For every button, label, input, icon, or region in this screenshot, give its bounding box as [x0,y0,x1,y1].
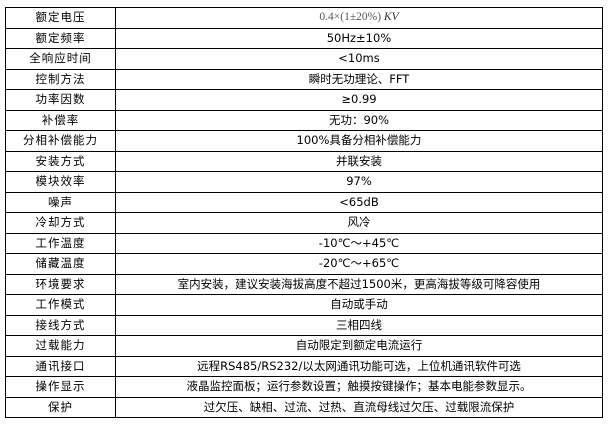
spec-value: 风冷 [115,212,603,234]
spec-label: 环境要求 [5,273,116,295]
spec-value: 97% [115,171,603,193]
spec-label: 噪声 [5,191,116,213]
spec-value: 自动或手动 [115,294,603,316]
table-row: 额定电压 0.4×(1±20%) KV [5,7,603,29]
spec-value: 并联安装 [115,150,603,172]
spec-label: 补偿率 [5,109,116,131]
spec-value: 瞬时无功理论、FFT [115,68,603,90]
spec-label: 过载能力 [5,335,116,357]
table-row: 安装方式 并联安装 [5,150,603,172]
spec-label: 操作显示 [5,376,116,398]
spec-value: 远程RS485/RS232/以太网通讯功能可选，上位机通讯软件可选 [115,355,603,377]
spec-value: 三相四线 [115,314,603,336]
table-row: 储藏温度 -20℃～+65℃ [5,253,603,275]
spec-label: 工作温度 [5,232,116,254]
spec-value: ≥0.99 [115,89,603,111]
table-row: 控制方法 瞬时无功理论、FFT [5,68,603,90]
table-row: 工作温度 -10℃～+45℃ [5,232,603,254]
spec-label: 工作模式 [5,294,116,316]
table-row: 分相补偿能力 100%具备分相补偿能力 [5,130,603,152]
table-row: 工作模式 自动或手动 [5,294,603,316]
spec-label: 保护 [5,396,116,418]
spec-unit: KV [383,11,399,24]
spec-value: -10℃～+45℃ [115,232,603,254]
spec-value: 100%具备分相补偿能力 [115,130,603,152]
table-row: 额定频率 50Hz±10% [5,27,603,49]
table-row: 补偿率 无功：90% [5,109,603,131]
spec-value: 过欠压、缺相、过流、过热、直流母线过欠压、过载限流保护 [115,396,603,418]
spec-label: 控制方法 [5,68,116,90]
spec-value-text: 0.4×(1±20%) [319,11,382,24]
spec-label: 通讯接口 [5,355,116,377]
spec-label: 储藏温度 [5,253,116,275]
spec-value: 自动限定到额定电流运行 [115,335,603,357]
spec-value: <10ms [115,48,603,70]
spec-label: 安装方式 [5,150,116,172]
spec-value: <65dB [115,191,603,213]
spec-value: 50Hz±10% [115,27,603,49]
table-row: 保护 过欠压、缺相、过流、过热、直流母线过欠压、过载限流保护 [5,396,603,418]
table-row: 通讯接口 远程RS485/RS232/以太网通讯功能可选，上位机通讯软件可选 [5,355,603,377]
spec-label: 全响应时间 [5,48,116,70]
spec-label: 模块效率 [5,171,116,193]
table-row: 接线方式 三相四线 [5,314,603,336]
spec-value: -20℃～+65℃ [115,253,603,275]
table-row: 环境要求 室内安装，建议安装海拔高度不超过1500米，更高海拔等级可降容使用 [5,273,603,295]
spec-value: 液晶监控面板；运行参数设置；触摸按键操作；基本电能参数显示。 [115,376,603,398]
spec-value: 室内安装，建议安装海拔高度不超过1500米，更高海拔等级可降容使用 [115,273,603,295]
table-row: 全响应时间 <10ms [5,48,603,70]
spec-label: 接线方式 [5,314,116,336]
spec-label: 功率因数 [5,89,116,111]
table-row: 操作显示 液晶监控面板；运行参数设置；触摸按键操作；基本电能参数显示。 [5,376,603,398]
spec-label: 额定电压 [5,7,116,29]
table-row: 功率因数 ≥0.99 [5,89,603,111]
spec-label: 额定频率 [5,27,116,49]
spec-label: 冷却方式 [5,212,116,234]
table-row: 过载能力 自动限定到额定电流运行 [5,335,603,357]
spec-value: 0.4×(1±20%) KV [115,7,603,29]
spec-table: 额定电压 0.4×(1±20%) KV 额定频率 50Hz±10% 全响应时间 <10ms… [5,7,603,418]
table-row: 冷却方式 风冷 [5,212,603,234]
spec-label: 分相补偿能力 [5,130,116,152]
table-row: 噪声 <65dB [5,191,603,213]
spec-value: 无功：90% [115,109,603,131]
table-row: 模块效率 97% [5,171,603,193]
